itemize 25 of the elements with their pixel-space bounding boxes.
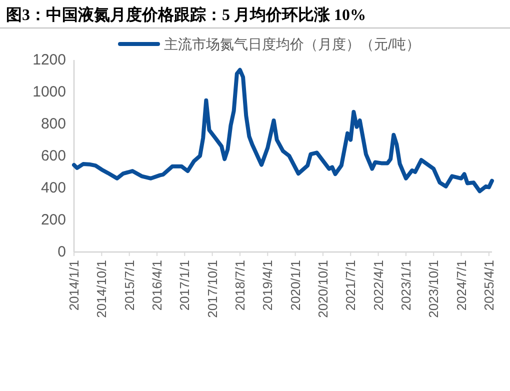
x-tick-label: 2020/1/1 xyxy=(288,260,303,311)
y-tick-label: 200 xyxy=(40,212,66,228)
x-tick-label: 2014/1/1 xyxy=(66,260,82,311)
chart-title: 图3：中国液氮月度价格跟踪：5 月均价环比涨 10% xyxy=(6,5,366,24)
x-tick-label: 2023/1/1 xyxy=(398,260,414,311)
y-tick-label: 600 xyxy=(40,148,66,164)
legend-label: 主流市场氮气日度均价（月度）（元/吨） xyxy=(164,36,420,52)
x-tick-label: 2020/10/1 xyxy=(315,260,330,318)
y-tick-label: 0 xyxy=(58,244,66,260)
x-tick-label: 2019/4/1 xyxy=(260,260,276,311)
y-tick-label: 1200 xyxy=(32,52,66,68)
y-tick-label: 1000 xyxy=(32,84,66,100)
x-tick-label: 2017/1/1 xyxy=(177,260,192,311)
x-tick-label: 2018/7/1 xyxy=(232,260,248,311)
x-tick-label: 2023/10/1 xyxy=(426,260,442,318)
x-tick-label: 2021/7/1 xyxy=(343,260,358,311)
x-tick-label: 2022/4/1 xyxy=(370,260,386,311)
x-tick-label: 2016/4/1 xyxy=(149,260,164,311)
x-tick-label: 2017/10/1 xyxy=(204,260,220,318)
x-tick-label: 2015/7/1 xyxy=(122,260,137,311)
x-tick-label: 2025/4/1 xyxy=(481,260,496,311)
x-tick-label: 2014/10/1 xyxy=(94,260,110,318)
x-tick-label: 2024/7/1 xyxy=(454,260,469,311)
y-tick-label: 800 xyxy=(40,116,66,132)
y-tick-label: 400 xyxy=(40,180,66,196)
